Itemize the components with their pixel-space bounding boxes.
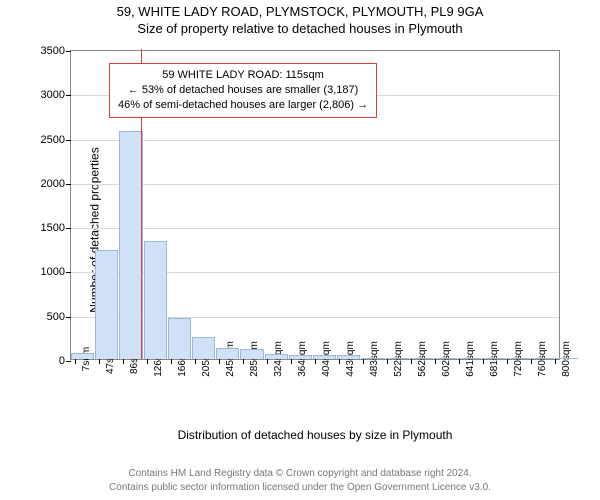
xtick-label: 404sqm	[315, 341, 332, 377]
x-axis-label: Distribution of detached houses by size …	[70, 428, 560, 442]
gridline-h	[71, 140, 559, 141]
histogram-bar	[265, 354, 288, 359]
annotation-box: 59 WHITE LADY ROAD: 115sqm← 53% of detac…	[109, 63, 377, 118]
xtick-label: 681sqm	[483, 341, 500, 377]
gridline-h	[71, 228, 559, 229]
histogram-bar	[531, 358, 554, 359]
ytick-label: 500	[47, 311, 71, 323]
xtick-label: 7sqm	[75, 347, 92, 371]
xtick-label: 483sqm	[363, 341, 380, 377]
page-title-line2: Size of property relative to detached ho…	[0, 19, 600, 40]
xtick-label: 364sqm	[291, 341, 308, 377]
chart-container: Number of detached properties 0500100015…	[20, 40, 580, 420]
xtick-label: 285sqm	[243, 341, 260, 377]
histogram-bar	[337, 355, 360, 359]
histogram-bar	[434, 358, 457, 359]
annotation-line-3: 46% of semi-detached houses are larger (…	[118, 98, 368, 113]
annotation-line-1: 59 WHITE LADY ROAD: 115sqm	[118, 68, 368, 83]
histogram-bar	[192, 337, 215, 359]
histogram-bar	[482, 358, 505, 359]
ytick-label: 1000	[41, 266, 71, 278]
ytick-label: 2500	[41, 134, 71, 146]
histogram-bar	[313, 355, 336, 359]
xtick-label: 443sqm	[339, 341, 356, 377]
xtick-label: 602sqm	[435, 341, 452, 377]
histogram-bar	[95, 250, 118, 359]
ytick-label: 3000	[41, 89, 71, 101]
histogram-bar	[71, 353, 94, 359]
histogram-bar	[289, 355, 312, 359]
histogram-bar	[216, 348, 239, 360]
histogram-bar	[507, 358, 530, 359]
histogram-bar	[240, 349, 263, 359]
histogram-bar	[386, 358, 409, 359]
histogram-bar	[410, 358, 433, 359]
histogram-bar	[144, 241, 167, 359]
xtick-label: 641sqm	[459, 341, 476, 377]
ytick-label: 0	[59, 355, 71, 367]
xtick-label: 522sqm	[387, 341, 404, 377]
footer-line2: Contains public sector information licen…	[0, 481, 600, 495]
annotation-line-2: ← 53% of detached houses are smaller (3,…	[118, 83, 368, 98]
histogram-bar	[361, 358, 384, 359]
footer-attribution: Contains HM Land Registry data © Crown c…	[0, 467, 600, 494]
xtick-label: 760sqm	[531, 341, 548, 377]
xtick-label: 562sqm	[411, 341, 428, 377]
plot-area: 05001000150020002500300035007sqm47sqm86s…	[70, 50, 560, 360]
ytick-label: 1500	[41, 222, 71, 234]
xtick-label: 324sqm	[267, 341, 284, 377]
page-title-line1: 59, WHITE LADY ROAD, PLYMSTOCK, PLYMOUTH…	[0, 0, 600, 19]
xtick-label: 720sqm	[507, 341, 524, 377]
gridline-h	[71, 184, 559, 185]
histogram-bar	[458, 358, 481, 359]
histogram-bar	[119, 131, 142, 359]
histogram-bar	[168, 318, 191, 359]
footer-line1: Contains HM Land Registry data © Crown c…	[0, 467, 600, 481]
ytick-label: 3500	[41, 45, 71, 57]
histogram-bar	[555, 358, 578, 359]
ytick-label: 2000	[41, 178, 71, 190]
xtick-label: 800sqm	[555, 341, 572, 377]
